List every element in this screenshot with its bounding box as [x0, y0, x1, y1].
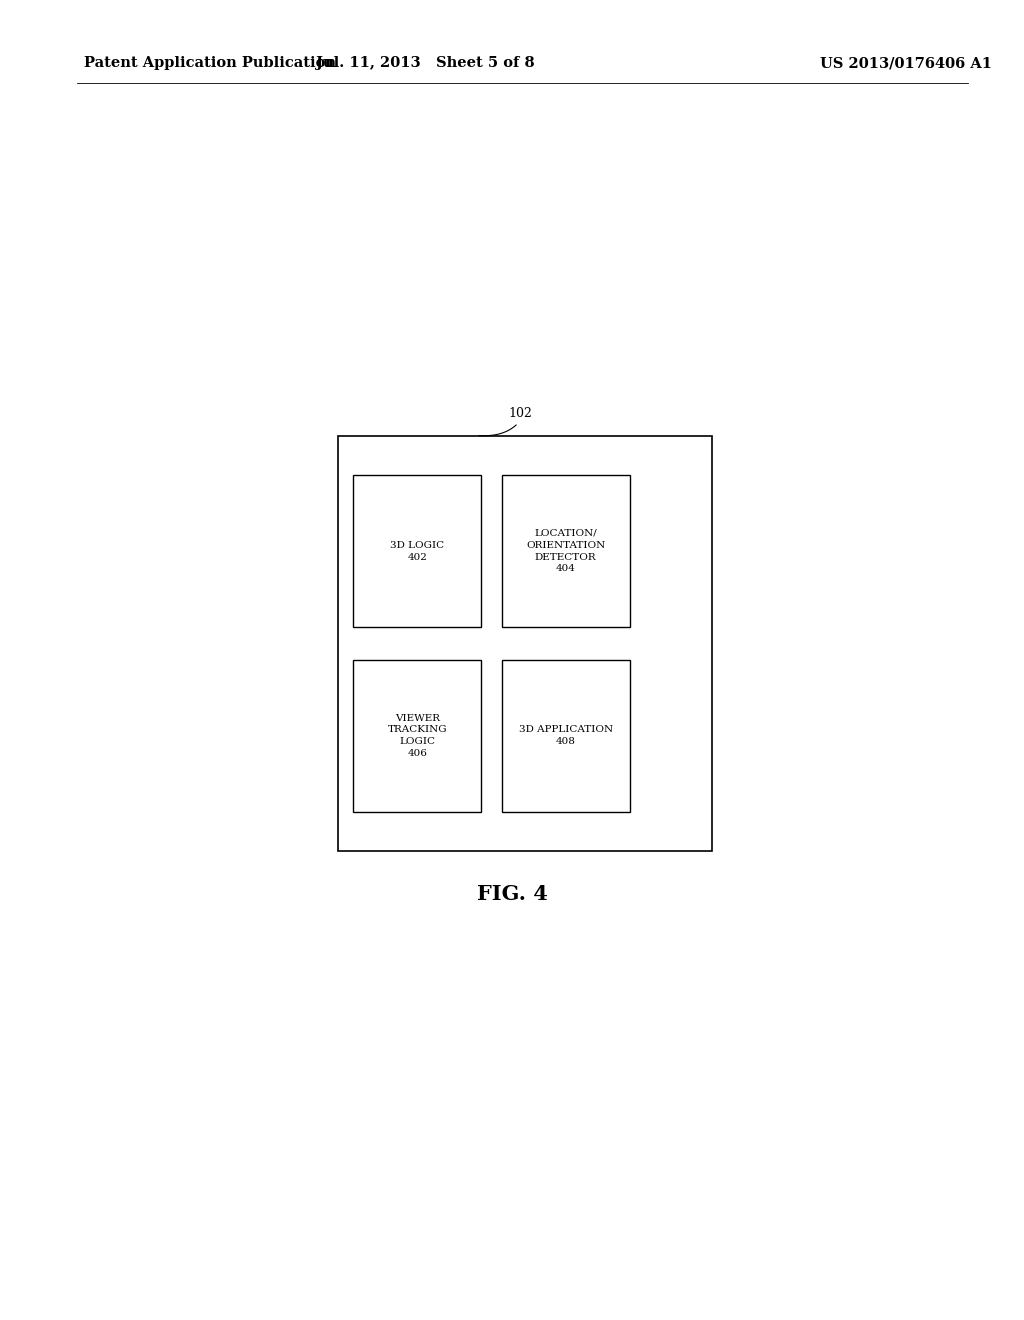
Bar: [353, 475, 481, 627]
Text: 102: 102: [508, 407, 532, 420]
Bar: [338, 436, 712, 851]
Text: Patent Application Publication: Patent Application Publication: [84, 57, 336, 70]
Bar: [502, 660, 630, 812]
Bar: [353, 660, 481, 812]
Text: 3D APPLICATION
408: 3D APPLICATION 408: [519, 726, 612, 746]
Text: LOCATION/
ORIENTATION
DETECTOR
404: LOCATION/ ORIENTATION DETECTOR 404: [526, 529, 605, 573]
Text: US 2013/0176406 A1: US 2013/0176406 A1: [820, 57, 992, 70]
Bar: [502, 475, 630, 627]
Text: 3D LOGIC
402: 3D LOGIC 402: [390, 541, 444, 561]
Text: FIG. 4: FIG. 4: [476, 883, 548, 904]
Text: VIEWER
TRACKING
LOGIC
406: VIEWER TRACKING LOGIC 406: [387, 714, 447, 758]
Text: Jul. 11, 2013   Sheet 5 of 8: Jul. 11, 2013 Sheet 5 of 8: [315, 57, 535, 70]
